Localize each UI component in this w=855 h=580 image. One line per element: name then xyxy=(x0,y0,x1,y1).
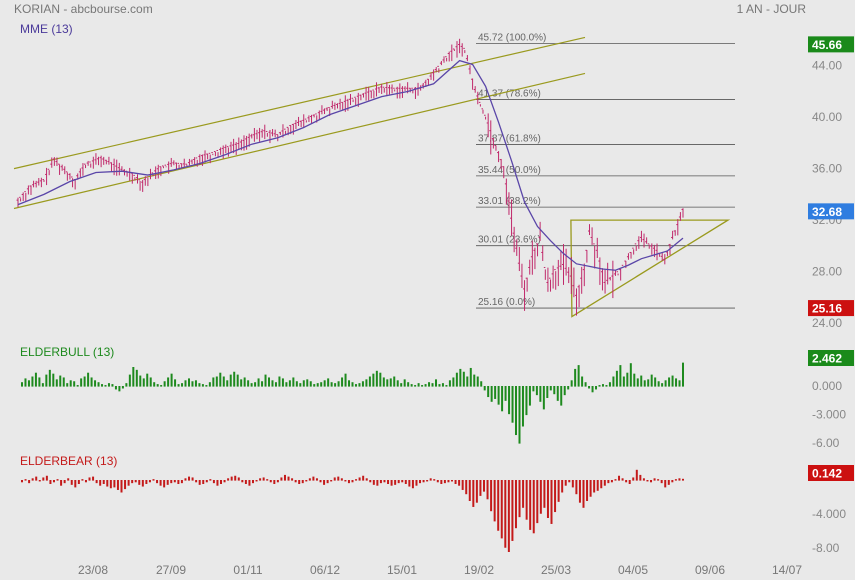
elderbear-badge-value: 0.142 xyxy=(812,467,842,481)
channel-lower-line xyxy=(13,72,586,210)
price-badge-value: 25.16 xyxy=(812,302,842,316)
elderbear-tick-label: -8.00 xyxy=(812,541,840,555)
fib-level-label: 37.87 (61.8%) xyxy=(478,134,541,145)
channel-upper-line xyxy=(13,36,586,170)
price-badge xyxy=(808,300,854,317)
price-badge-value: 45.66 xyxy=(812,38,842,52)
x-tick-label: 01/11 xyxy=(233,563,262,577)
elderbear-label: ELDERBEAR (13) xyxy=(20,454,117,468)
price-tick-label: 44.00 xyxy=(812,59,842,73)
x-tick-label: 15/01 xyxy=(387,563,417,577)
x-tick-label: 14/07 xyxy=(772,563,802,577)
elderbull-panel: ELDERBULL (13) 0.000 -3.000 -6.00 2.462 xyxy=(20,345,854,450)
price-tick-label: 28.00 xyxy=(812,265,842,279)
x-tick-label: 23/08 xyxy=(78,563,108,577)
elderbull-tick-label: 0.000 xyxy=(812,379,842,393)
elderbull-label: ELDERBULL (13) xyxy=(20,345,114,359)
price-badge xyxy=(808,36,854,53)
elderbull-badge-value: 2.462 xyxy=(812,352,842,366)
x-tick-label: 09/06 xyxy=(695,563,725,577)
chart-title: KORIAN - abcbourse.com xyxy=(14,2,153,16)
price-badge xyxy=(808,203,854,220)
fib-level-label: 35.44 (50.0%) xyxy=(478,165,541,176)
elderbear-tick-label: -4.000 xyxy=(812,507,846,521)
elderbear-panel: ELDERBEAR (13) -4.000 -8.00 0.142 xyxy=(20,454,854,555)
x-axis: 23/08 27/09 01/11 06/12 15/01 19/02 25/03 04/05… xyxy=(78,563,802,577)
mme-line xyxy=(17,59,684,271)
x-tick-label: 25/03 xyxy=(541,563,571,577)
period-label[interactable]: 1 AN - JOUR xyxy=(736,2,806,16)
x-tick-label: 04/05 xyxy=(618,563,648,577)
fib-level-label: 30.01 (23.6%) xyxy=(478,235,541,246)
x-tick-label: 27/09 xyxy=(156,563,186,577)
price-tick-label: 36.00 xyxy=(812,162,842,176)
price-panel: MME (13)44.0040.0036.0032.0028.0024.0045… xyxy=(13,22,854,330)
price-tick-label: 40.00 xyxy=(812,110,842,124)
elderbull-tick-label: -3.000 xyxy=(812,408,846,422)
price-badge-value: 32.68 xyxy=(812,205,842,219)
elderbear-badge xyxy=(808,465,854,481)
elderbull-badge xyxy=(808,350,854,366)
elderbull-tick-label: -6.00 xyxy=(812,436,840,450)
mme-label: MME (13) xyxy=(20,22,73,36)
fib-level-label: 45.72 (100.0%) xyxy=(478,33,546,44)
x-tick-label: 19/02 xyxy=(464,563,494,577)
x-tick-label: 06/12 xyxy=(310,563,340,577)
fib-level-label: 25.16 (0.0%) xyxy=(478,297,535,308)
price-tick-label: 24.00 xyxy=(812,316,842,330)
fib-level-label: 41.37 (78.6%) xyxy=(478,89,541,100)
